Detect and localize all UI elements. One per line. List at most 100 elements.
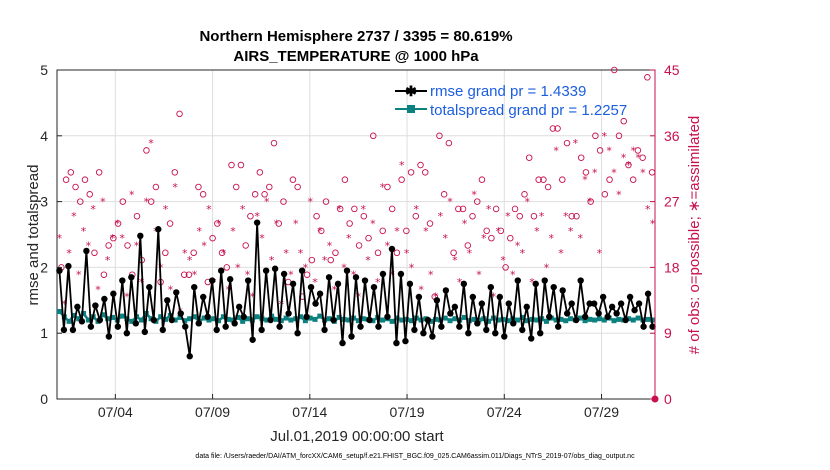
totalspread-marker — [635, 315, 641, 321]
obs-assimilated-marker: * — [283, 247, 289, 260]
y-tick-label: 5 — [40, 62, 48, 78]
x-axis-label: Jul.01,2019 00:00:00 start — [270, 428, 444, 445]
totalspread-marker — [486, 318, 492, 324]
obs-assimilated-marker: * — [409, 261, 415, 274]
obs-assimilated-marker: * — [66, 247, 72, 260]
rmse-marker — [141, 328, 149, 336]
obs-assimilated-marker: * — [365, 254, 371, 267]
rmse-marker — [330, 316, 337, 324]
rmse-marker — [649, 323, 656, 330]
totalspread-marker — [399, 317, 405, 323]
totalspread-marker — [138, 317, 144, 323]
rmse-marker — [370, 283, 378, 291]
obs-assimilated-marker: * — [105, 254, 111, 267]
x-tick-label: 07/14 — [292, 404, 327, 420]
y2-axis-label: # of obs: o=possible; ∗=assimilated — [686, 116, 703, 355]
totalspread-marker — [495, 317, 501, 323]
obs-assimilated-marker: * — [553, 144, 559, 157]
obs-possible-marker — [166, 220, 174, 227]
totalspread-marker — [380, 317, 386, 323]
obs-possible-marker — [114, 220, 122, 227]
obs-assimilated-marker: * — [505, 210, 511, 223]
obs-possible-marker — [507, 234, 514, 242]
rmse-marker — [231, 320, 238, 327]
totalspread-marker — [230, 317, 236, 323]
rmse-marker — [294, 330, 301, 337]
totalspread-marker — [76, 316, 82, 322]
obs-possible-marker — [398, 176, 405, 183]
obs-assimilated-marker: * — [163, 203, 169, 216]
obs-assimilated-marker: * — [360, 203, 366, 216]
totalspread-marker — [206, 317, 212, 323]
rmse-marker — [429, 333, 436, 340]
totalspread-marker — [577, 315, 583, 321]
obs-assimilated-marker: * — [250, 291, 256, 304]
totalspread-marker — [447, 318, 453, 324]
obs-assimilated-marker: * — [341, 261, 347, 274]
obs-possible-marker — [360, 212, 368, 220]
obs-assimilated-marker: * — [317, 225, 323, 238]
obs-possible-marker — [634, 147, 642, 154]
rmse-marker — [402, 337, 409, 345]
rmse-marker — [631, 306, 638, 314]
totalspread-marker — [211, 316, 217, 322]
totalspread-marker — [582, 318, 588, 324]
totalspread-marker — [158, 314, 164, 320]
rmse-marker — [271, 265, 279, 272]
obs-possible-marker — [639, 154, 646, 161]
obs-possible-marker — [492, 205, 500, 213]
totalspread-marker — [307, 315, 313, 321]
obs-possible-marker — [180, 271, 188, 278]
obs-possible-marker — [280, 198, 287, 205]
obs-assimilated-marker: * — [346, 232, 352, 245]
totalspread-marker — [182, 318, 188, 324]
obs-possible-marker — [275, 220, 283, 227]
obs-possible-marker — [72, 183, 79, 191]
obs-assimilated-marker: * — [259, 232, 265, 245]
totalspread-marker — [244, 316, 250, 322]
rmse-marker — [303, 313, 310, 320]
obs-assimilated-marker: * — [534, 225, 540, 238]
obs-possible-marker — [147, 198, 155, 205]
obs-assimilated-marker: * — [312, 276, 318, 289]
rmse-marker — [253, 219, 261, 226]
totalspread-marker — [220, 314, 226, 320]
rmse-marker — [114, 323, 122, 330]
totalspread-marker — [56, 308, 62, 314]
rmse-marker — [514, 277, 521, 284]
totalspread-marker — [119, 313, 125, 319]
obs-assimilated-marker: * — [433, 291, 439, 304]
obs-possible-marker — [592, 132, 599, 140]
obs-possible-series — [58, 66, 659, 403]
rmse-marker — [537, 330, 544, 337]
obs-possible-marker — [606, 176, 613, 183]
rmse-marker — [644, 290, 652, 297]
rmse-marker — [550, 283, 557, 291]
obs-possible-marker — [318, 227, 325, 235]
obs-assimilated-marker: * — [399, 159, 405, 172]
obs-assimilated-marker: * — [467, 247, 473, 260]
rmse-marker — [456, 323, 463, 330]
obs-assimilated-marker: * — [332, 283, 338, 296]
obs-possible-marker — [332, 249, 339, 257]
rmse-marker — [510, 320, 517, 327]
y-tick-label: 0 — [40, 391, 48, 407]
rmse-marker — [541, 277, 548, 284]
obs-assimilated-marker: * — [100, 196, 106, 209]
obs-possible-marker — [95, 169, 103, 176]
rmse-marker — [182, 323, 189, 330]
obs-possible-marker — [133, 212, 141, 220]
totalspread-marker — [346, 317, 352, 323]
obs-possible-marker — [445, 139, 453, 147]
rmse-marker — [415, 293, 423, 301]
rmse-marker — [595, 310, 602, 317]
rmse-marker — [505, 300, 512, 307]
obs-assimilated-marker: * — [322, 254, 328, 267]
obs-possible-marker — [251, 191, 259, 198]
rmse-marker — [424, 316, 432, 324]
obs-assimilated-marker: * — [375, 276, 381, 289]
obs-possible-marker — [209, 234, 216, 242]
rmse-marker — [343, 267, 351, 274]
obs-possible-marker — [497, 227, 505, 235]
